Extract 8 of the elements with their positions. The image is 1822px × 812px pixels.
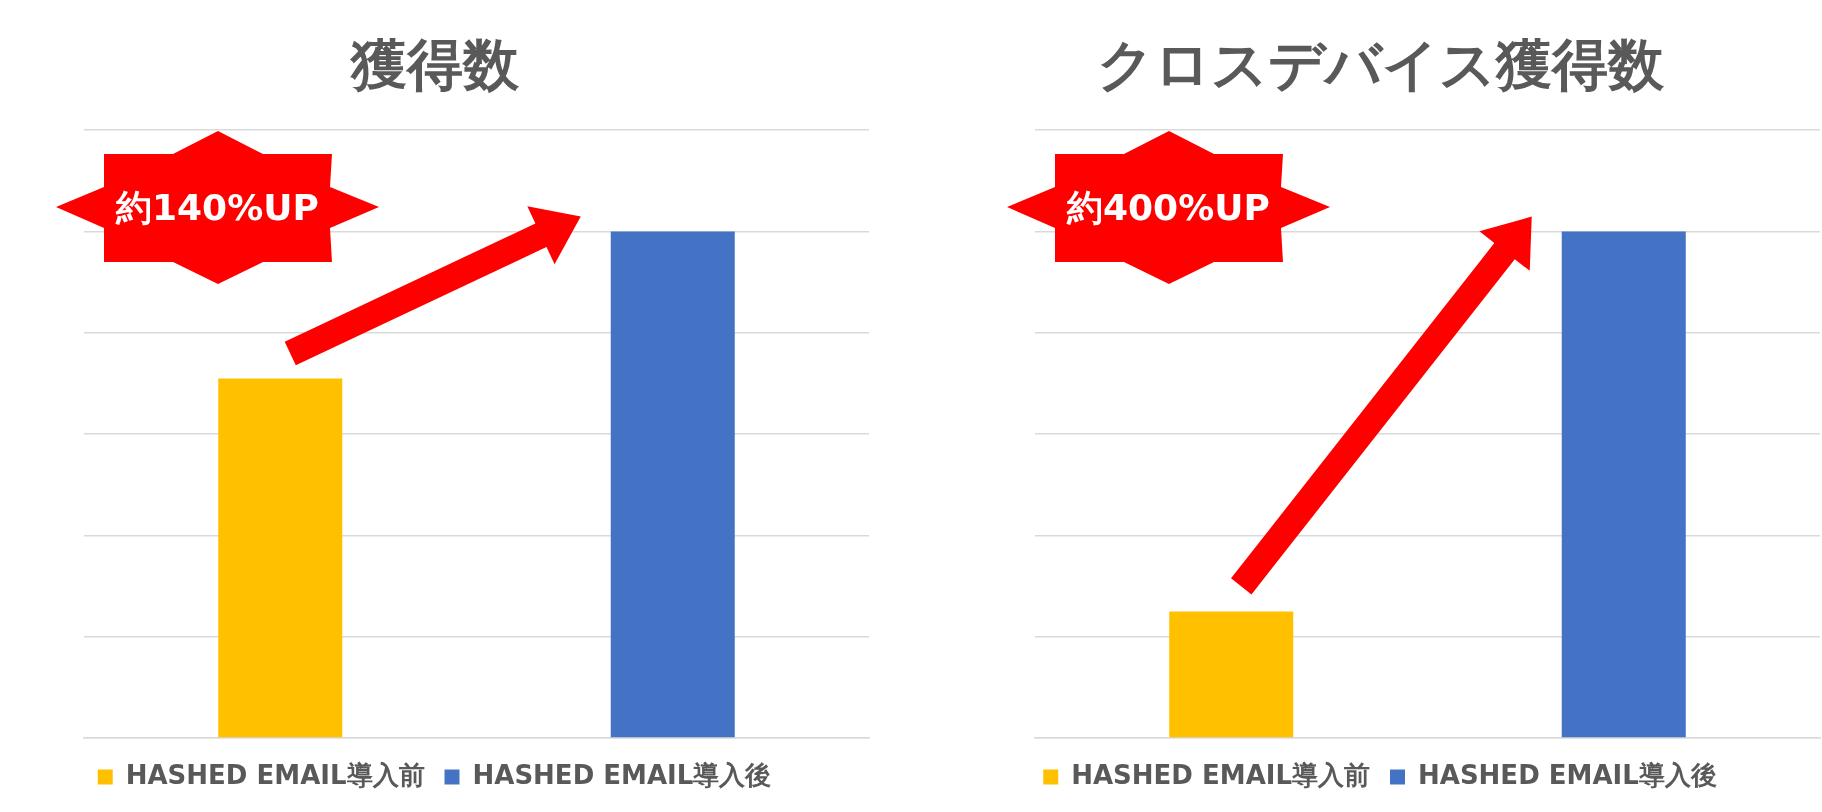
- legend-label: HASHED EMAIL導入後: [1418, 759, 1717, 790]
- legend-label: HASHED EMAIL導入前: [125, 759, 425, 790]
- chart-title: クロスデバイス獲得数: [1096, 32, 1665, 98]
- chart-title: 獲得数: [348, 32, 520, 98]
- text: 約140%UP: [116, 186, 319, 228]
- legend-label: HASHED EMAIL導入前: [1071, 759, 1371, 790]
- legend-label: HASHED EMAIL導入後: [472, 759, 772, 790]
- text: 約400%UP: [1067, 186, 1270, 228]
